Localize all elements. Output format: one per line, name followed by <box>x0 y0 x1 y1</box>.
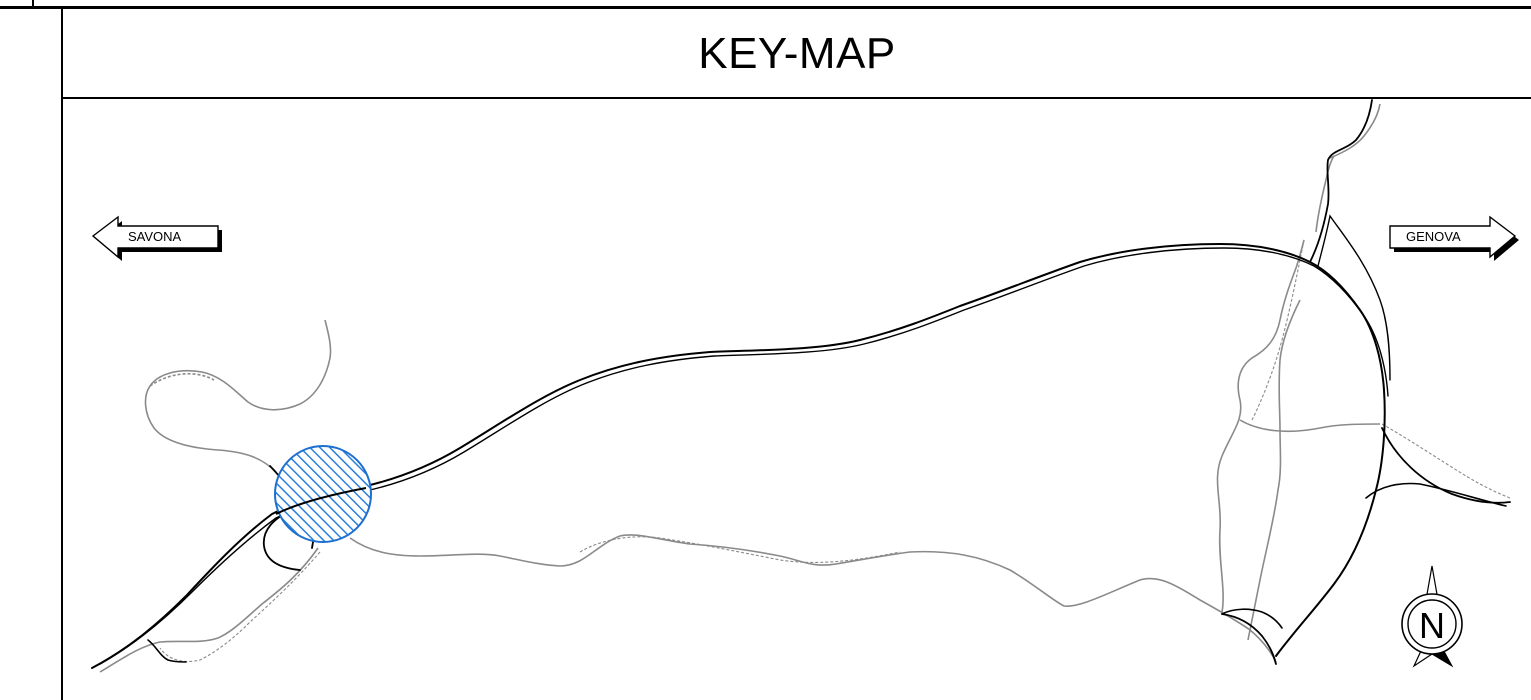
local-road-southwest <box>99 547 319 673</box>
savona-label: SAVONA <box>128 229 182 244</box>
title-band: KEY-MAP <box>63 9 1531 99</box>
frame-tick <box>32 0 34 8</box>
highlight-area <box>274 445 372 543</box>
north-arrow-letter: N <box>1419 605 1445 646</box>
west-arrow-body <box>91 215 219 259</box>
motorway-south-junction-2 <box>1221 608 1283 629</box>
local-road-north-2 <box>1315 155 1335 233</box>
east-arrow-icon: GENOVA <box>1389 215 1519 261</box>
local-road-west-loop-2 <box>149 372 215 387</box>
north-arrow-icon: N <box>1401 565 1463 668</box>
local-road-east-valley <box>1216 239 1305 613</box>
west-arrow-icon: SAVONA <box>91 215 222 261</box>
motorway-east-spur <box>1381 427 1511 504</box>
motorway-main-a <box>91 242 1386 669</box>
local-road-cross <box>1239 419 1381 433</box>
north-arrow-ring-inner <box>1407 599 1457 649</box>
local-road-southwest-dashed <box>159 551 321 663</box>
motorway-north-branch <box>1309 99 1373 263</box>
motorway-southwest-branch <box>147 639 187 663</box>
motorway-east-spur-2 <box>1365 482 1507 507</box>
local-road-junction-dashed <box>1251 239 1305 421</box>
genova-label: GENOVA <box>1406 229 1461 244</box>
map-title: KEY-MAP <box>698 29 896 78</box>
motorways <box>91 99 1511 669</box>
east-arrow-body <box>1389 215 1517 259</box>
frame-top-border <box>0 6 1531 9</box>
motorway-south-junction <box>1221 613 1277 665</box>
local-road-coast <box>349 534 1277 663</box>
local-road-east-dashed <box>1381 423 1511 499</box>
local-road-east-valley-2 <box>1247 299 1301 641</box>
local-road-north <box>1329 103 1381 159</box>
motorway-north-branch-2 <box>1317 214 1391 381</box>
local-road-west-loop <box>144 319 332 473</box>
frame-left-border <box>61 8 63 700</box>
highlight-motorway-overlay <box>275 487 367 515</box>
local-roads <box>99 103 1511 673</box>
